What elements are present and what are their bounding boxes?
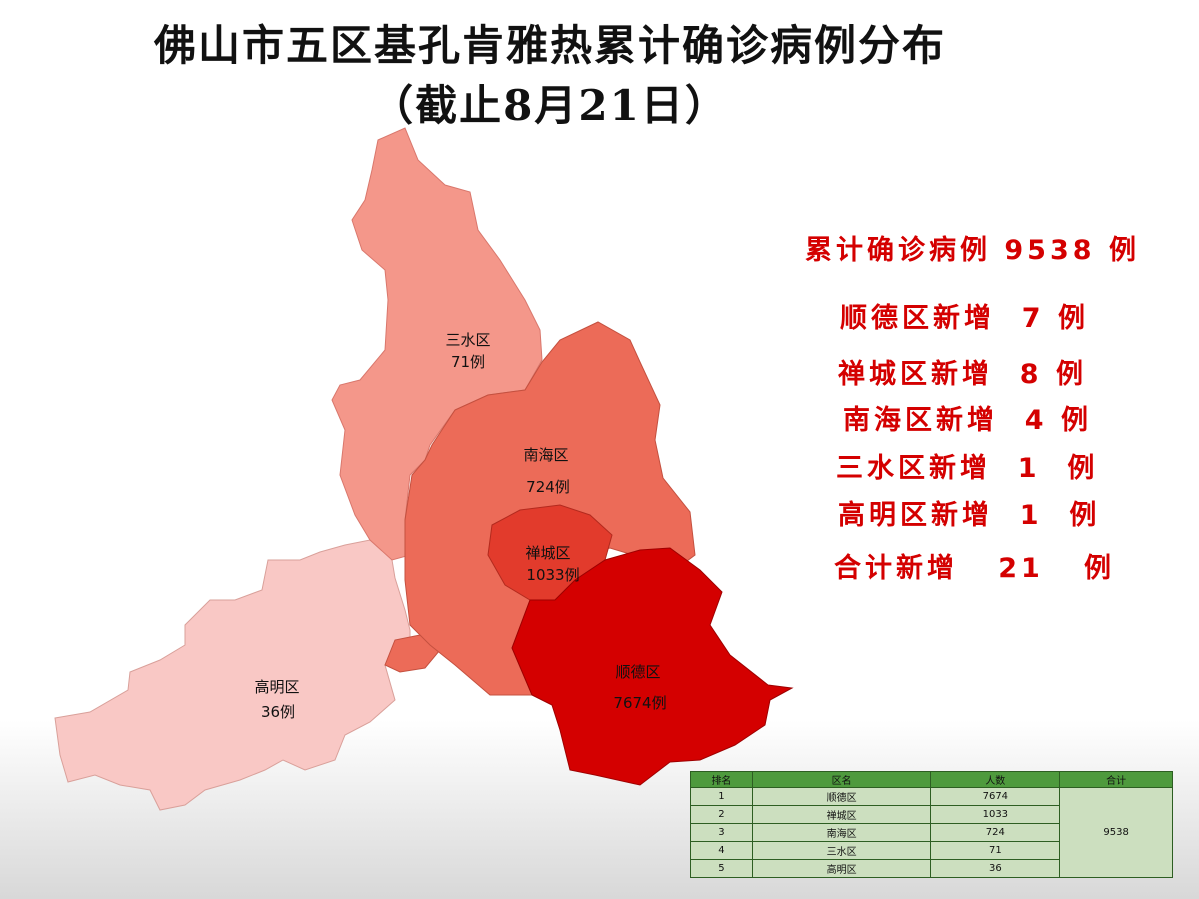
table-cell-total: 9538	[1059, 787, 1173, 878]
table-header-rank: 排名	[690, 771, 753, 788]
table-cell-count: 71	[930, 841, 1061, 860]
table-header-count: 人数	[930, 771, 1061, 788]
ranking-table: 排名 区名 人数 合计 1 顺德区 7674 9538 2 禅城区 1033 3…	[690, 771, 1173, 878]
label-sanshui-name: 三水区	[445, 331, 490, 349]
label-sanshui-count: 71例	[451, 353, 485, 371]
table-cell-count: 36	[930, 859, 1061, 878]
table-cell-district: 禅城区	[751, 805, 932, 824]
table-cell-rank: 3	[690, 823, 753, 842]
map-title: 佛山市五区基孔肯雅热累计确诊病例分布	[153, 21, 946, 70]
table-header-row: 排名 区名 人数 合计	[690, 771, 1173, 788]
table-cell-rank: 1	[690, 787, 753, 806]
table-cell-district: 顺德区	[751, 787, 932, 806]
table-cell-rank: 5	[690, 859, 753, 878]
table-row: 5 高明区 36	[690, 859, 1173, 878]
map-subtitle-date: （截止8月21日）	[371, 81, 729, 130]
label-gaoming-name: 高明区	[254, 678, 299, 696]
table-row: 1 顺德区 7674 9538	[690, 787, 1173, 878]
table-row: 3 南海区 724	[690, 823, 1173, 842]
label-gaoming-count: 36例	[261, 703, 295, 721]
table-cell-count: 1033	[930, 805, 1061, 824]
table-cell-district: 高明区	[751, 859, 932, 878]
stat-chancheng-new: 禅城区新增 8 例	[838, 359, 1087, 390]
table-cell-count: 7674	[930, 787, 1061, 806]
stat-gaoming-new: 高明区新增 1 例	[838, 500, 1101, 531]
table-cell-district: 南海区	[751, 823, 932, 842]
table-cell-rank: 2	[690, 805, 753, 824]
table-cell-count: 724	[930, 823, 1061, 842]
table-cell-district: 三水区	[751, 841, 932, 860]
table-cell-rank: 4	[690, 841, 753, 860]
label-shunde-name: 顺德区	[615, 663, 660, 681]
label-chancheng-count: 1033例	[526, 566, 579, 584]
table-row: 4 三水区 71	[690, 841, 1173, 860]
label-nanhai-count: 724例	[526, 478, 570, 496]
table-row: 2 禅城区 1033	[690, 805, 1173, 824]
region-gaoming[interactable]	[54, 539, 411, 811]
stat-sanshui-new: 三水区新增 1 例	[836, 453, 1099, 484]
table-header-total: 合计	[1059, 771, 1173, 788]
stat-shunde-new: 顺德区新增 7 例	[840, 303, 1089, 334]
table-header-district: 区名	[751, 771, 932, 788]
label-chancheng-name: 禅城区	[525, 544, 570, 562]
region-shunde[interactable]	[511, 547, 794, 786]
stat-nanhai-new: 南海区新增 4 例	[843, 405, 1092, 436]
stat-sum-new: 合计新增 21 例	[834, 553, 1115, 584]
label-shunde-count: 7674例	[613, 694, 666, 712]
stat-total-cases: 累计确诊病例 9538 例	[805, 235, 1140, 266]
label-nanhai-name: 南海区	[523, 446, 568, 464]
